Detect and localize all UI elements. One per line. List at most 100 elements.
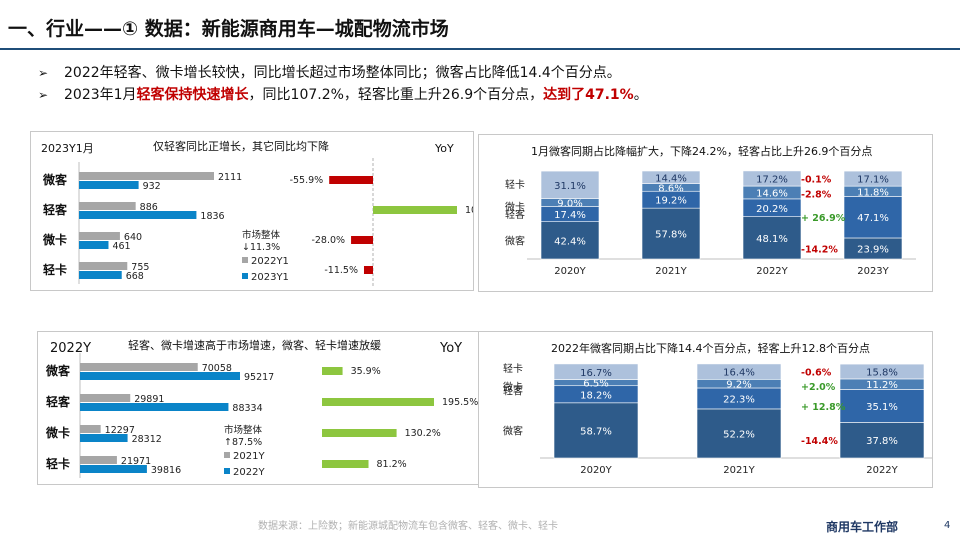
value-label-current: 1836 [200, 211, 224, 222]
bullet-2-part: 2023年1月 [64, 87, 137, 103]
yoy-label: 107.2% [465, 205, 473, 216]
category-label: 微客 [42, 172, 68, 187]
series-label: 轻客 [505, 208, 525, 221]
category-label: 轻卡 [43, 262, 67, 277]
series-label: 微客 [505, 234, 525, 247]
segment-label: 11.2% [866, 380, 898, 391]
stack-segment [553, 363, 639, 380]
x-tick-label: 2021Y [655, 266, 687, 277]
yoy-label: -28.0% [311, 235, 345, 246]
bar-current [80, 465, 147, 473]
bullet-2-highlight: 轻客保持快速增长 [136, 87, 249, 103]
bar-prior [79, 172, 214, 180]
segment-label: 6.5% [583, 379, 608, 390]
bullet-2-part: 。 [633, 87, 648, 103]
bar-current [79, 241, 109, 249]
series-label: 轻卡 [503, 362, 523, 375]
market-change: ↓11.3% [242, 242, 280, 253]
value-label-prior: 2111 [218, 172, 242, 183]
bar-prior [80, 363, 198, 371]
value-label-prior: 21971 [121, 456, 151, 467]
panel-2022-volume: 2022Y 轻客、微卡增速高于市场增速，微客、轻卡增速放缓 YoY 微客 70058 95… [37, 331, 480, 485]
segment-label: 52.2% [723, 429, 755, 440]
yoy-label: 35.9% [351, 366, 381, 377]
category-label: 轻客 [46, 394, 71, 409]
chart-title: 2022Y [50, 341, 91, 356]
yoy-bar [329, 176, 373, 184]
segment-label: 57.8% [655, 230, 687, 241]
bar-prior [80, 425, 101, 433]
category-label: 微卡 [42, 232, 67, 247]
chart-2023-jan-share: 1月微客同期占比降幅扩大，下降24.2%，轻客占比上升26.9个百分点 42.4%… [505, 144, 916, 277]
series-label: 轻客 [503, 384, 523, 397]
segment-label: 17.4% [554, 210, 586, 221]
segment-label: 14.6% [756, 188, 788, 199]
title-divider [0, 48, 960, 50]
change-annotation: + 26.9% [801, 213, 846, 224]
segment-label: 9.0% [557, 198, 582, 209]
segment-label: 17.2% [756, 174, 788, 185]
segment-label: 16.7% [580, 368, 612, 379]
yoy-bar [322, 429, 397, 437]
legend-label-prior: 2022Y1 [251, 256, 289, 267]
bullet-2: ➢ 2023年1月轻客保持快速增长，同比107.2%，轻客比重上升26.9个百分点… [38, 84, 648, 104]
yoy-header: YoY [439, 341, 462, 356]
value-label-prior: 12297 [105, 425, 135, 436]
segment-label: 16.4% [723, 368, 755, 379]
series-label: 微客 [503, 424, 523, 437]
legend-swatch-current [242, 273, 248, 279]
change-annotation: +2.0% [801, 382, 836, 393]
series-label: 微卡 [505, 200, 525, 213]
legend-swatch-prior [224, 452, 230, 458]
yoy-bar [373, 206, 457, 214]
yoy-label: 130.2% [405, 428, 441, 439]
yoy-bar [322, 398, 434, 406]
yoy-bar [322, 460, 369, 468]
stack-segment [843, 196, 903, 239]
footer-department: 商用车工作部 [826, 520, 899, 534]
bar-prior [79, 202, 136, 210]
segment-label: 19.2% [655, 196, 687, 207]
yoy-bar [363, 266, 373, 274]
panel-2023-jan-volume: 2023Y1月 仅轻客同比正增长，其它同比均下降 YoY 微客 2111 932 -55.9… [30, 131, 501, 291]
x-tick-label: 2022Y [756, 266, 788, 277]
bar-prior [79, 262, 128, 270]
page-number: 4 [944, 520, 951, 531]
market-label: 市场整体 [242, 229, 281, 241]
segment-label: 22.3% [723, 394, 755, 405]
x-tick-label: 2023Y [857, 266, 889, 277]
bar-current [80, 403, 229, 411]
x-tick-label: 2020Y [580, 465, 612, 476]
bar-current [79, 181, 139, 189]
page-title: 一、行业——① 数据：新能源商用车—城配物流市场 [8, 18, 449, 40]
stack-segment [843, 170, 903, 187]
chart-subtitle: 轻客、微卡增速高于市场增速，微客、轻卡增速放缓 [128, 338, 381, 352]
category-label: 微客 [45, 363, 71, 378]
value-label-current: 88334 [232, 403, 262, 414]
segment-label: 8.6% [658, 183, 683, 194]
value-label-prior: 29891 [134, 394, 164, 405]
chart-2022-share: 2022年微客同期占比下降14.4个百分点，轻客上升12.8个百分点 58.7% 1… [503, 341, 938, 476]
category-label: 轻卡 [46, 456, 70, 471]
series-label: 微卡 [503, 381, 523, 394]
yoy-label: 81.2% [377, 459, 407, 470]
value-label-current: 461 [112, 241, 130, 252]
segment-label: 18.2% [580, 390, 612, 401]
segment-label: 14.4% [655, 173, 687, 184]
segment-label: 9.2% [726, 380, 751, 391]
stack-segment [641, 170, 701, 184]
segment-label: 11.8% [857, 187, 889, 198]
change-annotation: -0.6% [801, 368, 832, 379]
yoy-bar [351, 236, 373, 244]
change-annotation: -2.8% [801, 189, 832, 200]
legend-swatch-prior [242, 257, 248, 263]
value-label-current: 28312 [132, 434, 162, 445]
stack-segment [742, 170, 802, 187]
yoy-label: -55.9% [290, 175, 324, 186]
segment-label: 35.1% [866, 402, 898, 413]
stack-segment [839, 422, 925, 459]
segment-label: 31.1% [554, 181, 586, 192]
yoy-label: 195.5% [442, 397, 478, 408]
legend-swatch-current [224, 468, 230, 474]
bar-prior [80, 456, 117, 464]
